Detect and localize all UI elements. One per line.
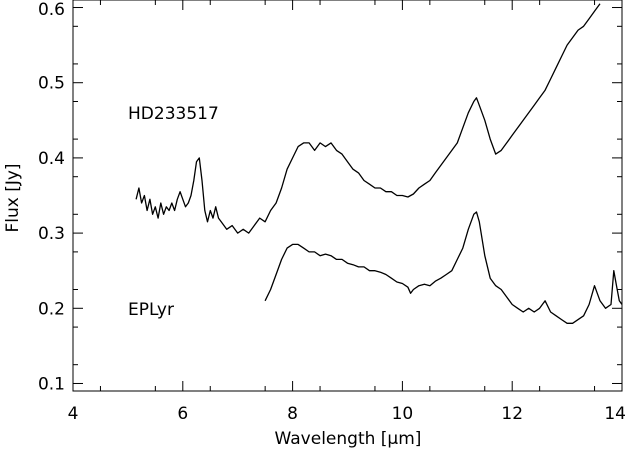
y-axis-label: Flux [Jy] [3, 163, 23, 232]
annotation-eplyr: EPLyr [128, 300, 174, 320]
annotation-hd233517: HD233517 [128, 104, 219, 124]
x-tick-label: 6 [177, 404, 188, 424]
x-axis-label: Wavelength [μm] [275, 429, 422, 449]
y-tick-label: 0.4 [38, 149, 65, 169]
x-tick-label: 4 [68, 404, 79, 424]
y-tick-label: 0.5 [38, 74, 65, 94]
x-tick-label: 12 [501, 404, 523, 424]
x-tick-label: 10 [392, 404, 414, 424]
y-tick-label: 0.6 [38, 0, 65, 20]
plot-frame [72, 0, 623, 392]
x-axis: 4 6 8 10 12 14 [68, 0, 626, 424]
y-tick-label: 0.1 [38, 374, 65, 394]
series-line-hd233517 [135, 3, 601, 234]
y-axis: 0.1 0.2 0.3 0.4 0.5 0.6 [38, 0, 622, 394]
y-tick-label: 0.3 [38, 224, 65, 244]
x-tick-label: 8 [287, 404, 298, 424]
x-tick-label: 14 [604, 404, 626, 424]
series-layer [135, 3, 623, 324]
series-line-eplyr [264, 211, 623, 324]
y-tick-label: 0.2 [38, 299, 65, 319]
